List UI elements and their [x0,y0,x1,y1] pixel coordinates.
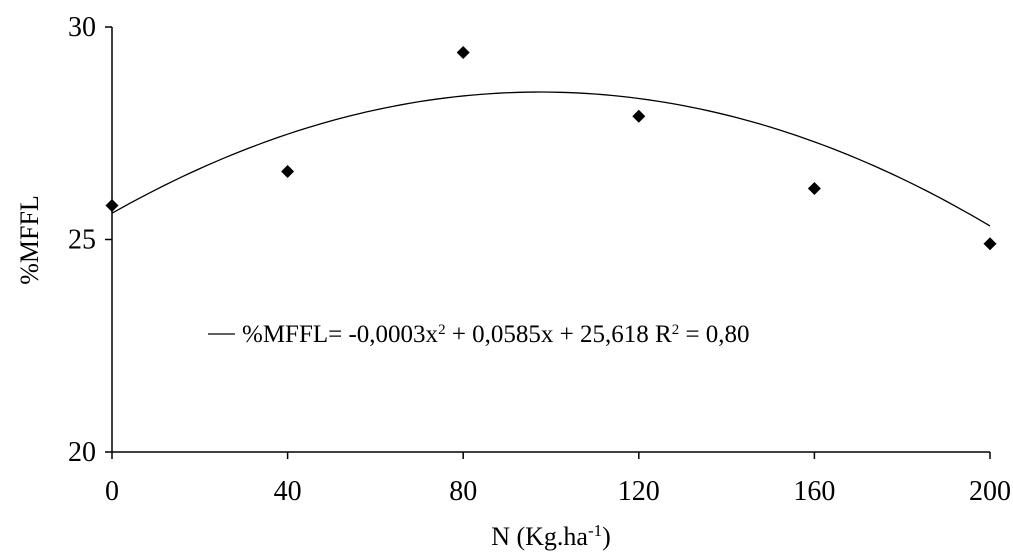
axes [111,27,990,453]
data-point [281,165,295,178]
y-ticks: 20 25 30 [68,12,112,468]
fit-line [111,91,991,227]
x-axis-title-main: N (Kg.ha [491,522,588,551]
x-tick-label: 0 [105,476,119,507]
x-tick-label: 160 [793,476,835,507]
y-tick-label: 20 [68,437,96,468]
x-axis-title-sup: -1 [588,521,602,540]
data-points [105,46,997,251]
fit-line-group [111,91,991,227]
fit-r2-exp: 2 [672,322,680,338]
fit-equation-exp: 2 [438,322,446,338]
fit-equation-middle: + 0,0585x + 25,618 R [446,321,672,348]
x-tick-label: 200 [969,476,1011,507]
fit-equation-prefix: %MFFL= -0,0003x [242,321,439,348]
data-point [632,109,646,123]
x-axis-title: N (Kg.ha-1) [491,521,611,552]
data-point [983,237,997,251]
data-point [807,182,821,195]
x-tick-label: 80 [449,476,477,507]
legend: %MFFL= -0,0003x2 + 0,0585x + 25,618 R2 =… [208,321,750,348]
x-ticks: 0 40 80 120 160 200 [105,452,1011,507]
y-axis-title: %MFFL [15,195,44,285]
fit-equation: %MFFL= -0,0003x2 + 0,0585x + 25,618 R2 =… [242,321,750,348]
x-tick-label: 120 [618,476,660,507]
data-point [456,46,470,59]
x-axis-title-end: ) [602,522,611,551]
y-tick-label: 30 [68,12,96,43]
fit-equation-suffix: = 0,80 [679,321,749,348]
data-point [105,199,119,212]
x-tick-label: 40 [274,476,302,507]
y-tick-label: 25 [68,225,96,256]
